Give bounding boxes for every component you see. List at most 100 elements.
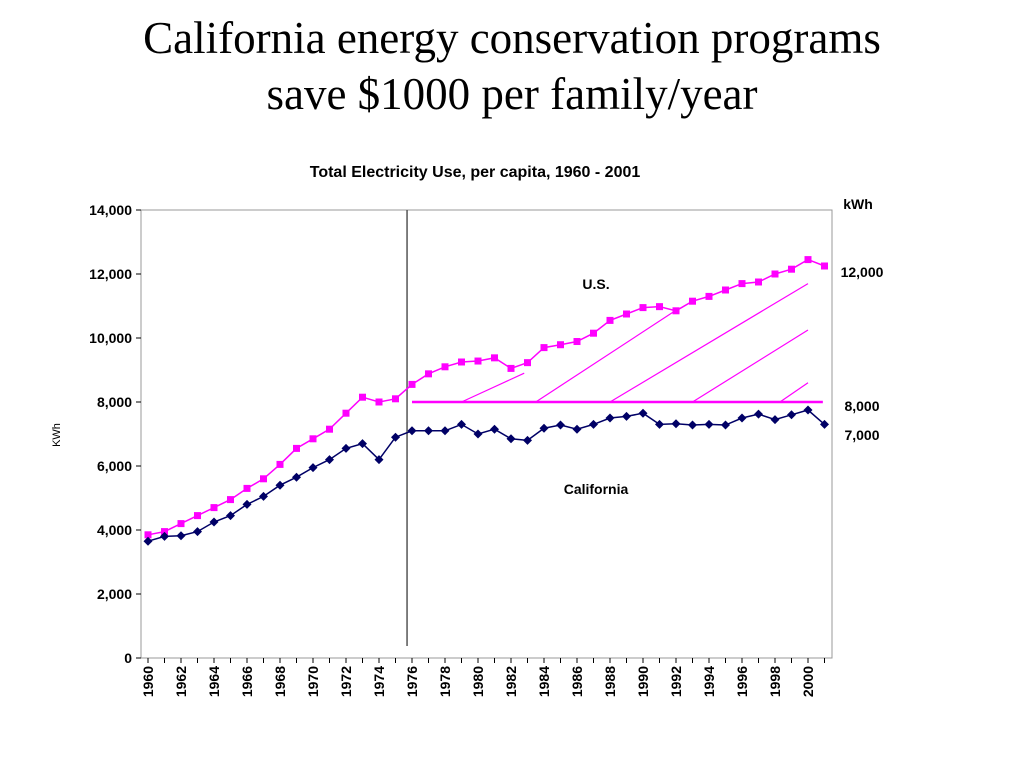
x-tick-label: 1996 <box>734 666 750 697</box>
x-tick-label: 1980 <box>470 666 486 697</box>
data-point <box>474 357 482 365</box>
data-point <box>391 432 400 442</box>
data-point <box>524 359 531 367</box>
y-tick-label: 14,000 <box>89 202 132 218</box>
x-tick-label: 1962 <box>173 666 189 697</box>
series-layer <box>143 256 829 546</box>
data-point <box>194 512 201 520</box>
x-tick-label: 1978 <box>437 666 453 697</box>
data-point <box>408 380 416 388</box>
y-axis: 0 2,000 4,000 6,000 8,000 10,000 12,000 14,000 <box>89 202 141 666</box>
data-point <box>540 344 548 352</box>
data-point <box>638 408 648 418</box>
data-point <box>144 531 152 539</box>
x-tick-label: 1994 <box>701 666 717 697</box>
data-point <box>242 499 252 509</box>
data-point <box>821 262 828 270</box>
data-point <box>457 419 466 429</box>
data-point <box>359 393 366 401</box>
data-point <box>605 413 615 423</box>
data-point <box>193 527 202 537</box>
data-point <box>143 536 153 546</box>
x-tick-label: 1972 <box>338 666 354 697</box>
x-tick-label: 1984 <box>536 666 552 697</box>
data-point <box>260 475 267 483</box>
us-label: U.S. <box>582 276 609 292</box>
y-tick-label: 0 <box>124 650 132 666</box>
data-point <box>392 395 399 403</box>
slide-title-line-2: save $1000 per family/year <box>266 69 758 119</box>
data-point <box>639 304 647 312</box>
data-point <box>803 405 813 415</box>
y-tick-label: 6,000 <box>97 458 132 474</box>
data-point <box>276 460 284 468</box>
x-tick-label: 1976 <box>404 666 420 697</box>
hatch-line <box>461 372 525 403</box>
california-label: California <box>564 481 629 497</box>
x-tick-label: 1990 <box>635 666 651 697</box>
right-unit-label: kWh <box>843 196 873 212</box>
savings-hatch <box>461 283 809 403</box>
data-point <box>788 265 795 273</box>
data-point <box>705 292 713 300</box>
data-point <box>671 419 681 429</box>
data-point <box>804 256 812 264</box>
hatch-line <box>609 283 809 403</box>
chart-title: Total Electricity Use, per capita, 1960 … <box>310 164 641 181</box>
data-point <box>425 370 432 378</box>
data-point <box>458 358 465 366</box>
data-point <box>771 270 779 278</box>
data-point <box>292 472 301 482</box>
data-point <box>473 429 483 439</box>
data-point <box>209 517 219 527</box>
x-tick-label: 1966 <box>239 666 255 697</box>
data-point <box>309 435 317 443</box>
data-point <box>688 420 697 430</box>
data-point <box>590 329 597 337</box>
data-point <box>820 419 829 429</box>
data-point <box>424 426 433 436</box>
data-point <box>407 426 417 436</box>
data-point <box>275 480 285 490</box>
right-8000-label: 8,000 <box>844 398 879 414</box>
x-tick-label: 1982 <box>503 666 519 697</box>
data-point <box>358 439 367 449</box>
y-tick-label: 2,000 <box>97 586 132 602</box>
slide-title: California energy conservation programs … <box>0 10 1024 122</box>
data-point <box>572 424 582 434</box>
data-point <box>375 398 383 406</box>
x-tick-label: 1986 <box>569 666 585 697</box>
data-point <box>623 310 630 318</box>
data-point <box>210 504 218 512</box>
right-12000-label: 12,000 <box>841 264 884 280</box>
data-point <box>243 484 251 492</box>
data-point <box>589 419 598 429</box>
right-7000-label: 7,000 <box>844 427 879 443</box>
data-point <box>440 426 450 436</box>
data-point <box>754 409 763 419</box>
data-point <box>787 410 796 420</box>
data-point <box>506 434 516 444</box>
hatch-line <box>779 382 809 403</box>
data-point <box>259 491 268 501</box>
data-point <box>573 338 581 346</box>
x-tick-label: 2000 <box>800 666 816 697</box>
data-point <box>491 354 498 362</box>
y-tick-label: 4,000 <box>97 522 132 538</box>
y-tick-label: 8,000 <box>97 394 132 410</box>
x-tick-label: 1992 <box>668 666 684 697</box>
data-point <box>374 455 384 465</box>
data-point <box>523 435 532 445</box>
data-point <box>655 419 664 429</box>
x-tick-label: 1974 <box>371 666 387 697</box>
data-point <box>755 278 762 286</box>
series-california <box>143 405 829 546</box>
x-tick-label: 1988 <box>602 666 618 697</box>
data-point <box>160 531 169 541</box>
x-tick-label: 1964 <box>206 666 222 697</box>
data-point <box>557 341 564 349</box>
data-point <box>226 511 235 521</box>
x-axis: 1960 1962 1964 1966 1968 1970 1972 1974 1976 1978… <box>140 658 825 697</box>
data-point <box>177 520 185 528</box>
